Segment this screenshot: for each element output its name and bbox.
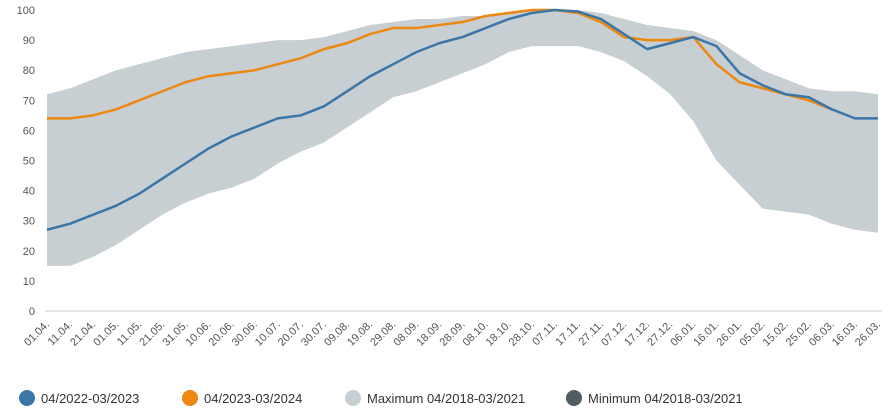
series-line <box>46 8 878 231</box>
legend-marker <box>182 390 198 406</box>
x-tick-label: 17.12. <box>622 319 652 349</box>
x-tick-label: 09.08. <box>322 319 352 349</box>
x-tick-label: 10.06. <box>184 319 214 349</box>
x-tick-label: 18.09. <box>414 319 444 349</box>
x-tick-label: 20.06. <box>207 319 237 349</box>
y-tick-label: 60 <box>23 125 35 137</box>
y-tick-label: 70 <box>23 95 35 107</box>
x-tick-label: 30.07. <box>299 319 329 349</box>
x-tick-label: 25.02. <box>784 319 814 349</box>
x-tick-label: 18.10. <box>484 319 514 349</box>
x-tick-label: 01.05. <box>91 319 121 349</box>
legend-label: Maximum 04/2018-03/2021 <box>367 391 525 406</box>
x-tick-label: 17.11. <box>553 319 583 349</box>
y-tick-label: 20 <box>23 246 35 258</box>
y-tick-label: 100 <box>17 5 35 17</box>
x-tick-label: 08.09. <box>391 319 421 349</box>
x-tick-label: 28.09. <box>438 319 468 349</box>
x-tick-label: 06.03. <box>807 319 837 349</box>
legend-label: Minimum 04/2018-03/2021 <box>588 391 743 406</box>
series-line <box>47 8 833 120</box>
legend-label: 04/2023-03/2024 <box>204 391 302 406</box>
y-tick-label: 80 <box>23 65 35 77</box>
y-tick-label: 0 <box>29 306 35 318</box>
x-tick-label: 26.01. <box>715 319 745 349</box>
legend-marker <box>345 390 361 406</box>
x-tick-label: 28.10. <box>507 319 537 349</box>
x-tick-label: 26.03. <box>853 319 883 349</box>
x-tick-label: 21.05. <box>137 319 167 349</box>
x-tick-label: 29.08. <box>368 319 398 349</box>
x-tick-label: 06.01. <box>668 319 698 349</box>
y-tick-label: 50 <box>23 156 35 168</box>
x-tick-label: 16.01. <box>691 319 721 349</box>
x-tick-label: 10.07. <box>253 319 283 349</box>
y-tick-label: 10 <box>23 276 35 288</box>
x-tick-label: 01.04. <box>22 319 52 349</box>
x-tick-label: 31.05. <box>161 319 191 349</box>
x-tick-label: 30.06. <box>230 319 260 349</box>
legend-marker <box>19 390 35 406</box>
legend-marker <box>566 390 582 406</box>
x-tick-label: 21.04. <box>68 319 98 349</box>
x-tick-label: 19.08. <box>345 319 375 349</box>
x-tick-label: 20.07. <box>276 319 306 349</box>
legend-label: 04/2022-03/2023 <box>41 391 139 406</box>
x-tick-label: 07.11. <box>530 319 560 349</box>
y-tick-label: 90 <box>23 35 35 47</box>
x-tick-label: 07.12. <box>599 319 629 349</box>
band-area <box>47 46 878 312</box>
x-tick-label: 16.03. <box>830 319 860 349</box>
y-tick-label: 40 <box>23 186 35 198</box>
x-tick-label: 05.02. <box>738 319 768 349</box>
x-tick-label: 27.12. <box>645 319 675 349</box>
x-tick-label: 08.10. <box>461 319 491 349</box>
y-tick-label: 30 <box>23 216 35 228</box>
x-tick-label: 15.02. <box>761 319 791 349</box>
